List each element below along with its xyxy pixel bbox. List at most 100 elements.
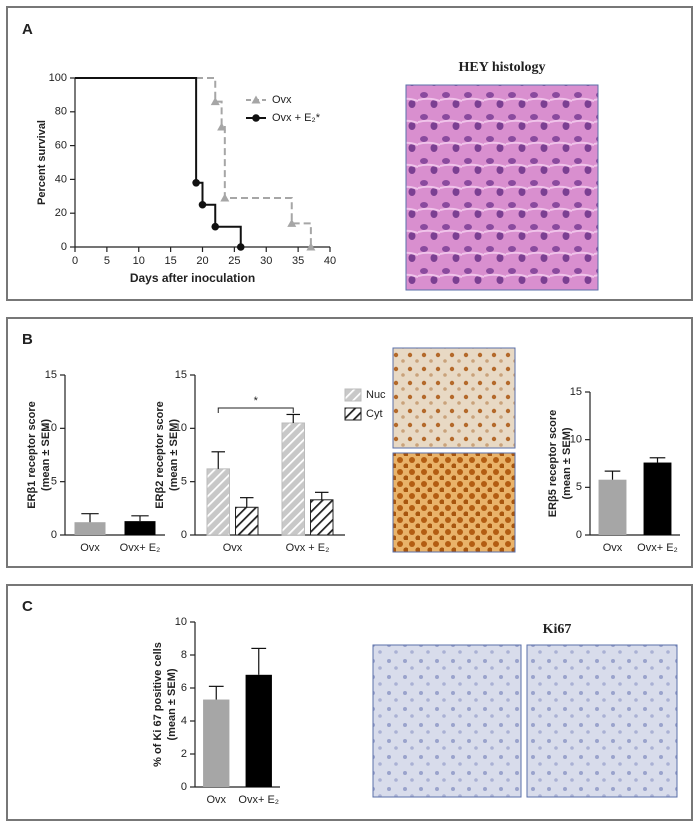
error-bar (131, 515, 149, 522)
bar (203, 699, 230, 787)
bar (206, 468, 230, 536)
panel-label: C (22, 598, 33, 615)
y-axis-label: (mean ± SEM) (166, 668, 178, 740)
y-axis-label: ERβ2 receptor score (154, 401, 166, 509)
x-tick-label: 5 (104, 255, 110, 267)
y-tick-label: 15 (45, 369, 57, 381)
y-tick-label: 15 (570, 386, 582, 398)
legend-label: Ovx (272, 94, 292, 106)
x-tick-label: 35 (292, 255, 304, 267)
error-bar (649, 457, 666, 463)
error-bar (604, 470, 621, 480)
x-tick-label: 30 (260, 255, 272, 267)
x-tick-label: 10 (133, 255, 145, 267)
panel-label: A (22, 21, 33, 38)
y-tick-label: 100 (49, 72, 67, 84)
data-point (210, 97, 220, 106)
bar (310, 499, 334, 536)
bar (235, 506, 259, 536)
y-tick-label: 40 (55, 173, 67, 185)
error-bar (251, 647, 267, 675)
x-tick-label: 25 (228, 255, 240, 267)
y-tick-label: 10 (175, 616, 187, 628)
image-title: HEY histology (459, 60, 546, 75)
y-axis-label: (mean ± SEM) (561, 427, 573, 499)
y-tick-label: 0 (576, 529, 582, 541)
bar (245, 674, 272, 787)
x-tick-label: Ovx+ E₂ (238, 794, 279, 806)
y-tick-label: 4 (181, 715, 187, 727)
y-axis-label: ERβ1 receptor score (26, 401, 38, 509)
y-tick-label: 15 (175, 369, 187, 381)
y-axis-label: (mean ± SEM) (168, 419, 180, 491)
bar (74, 522, 106, 535)
y-tick-label: 6 (181, 682, 187, 694)
data-point (220, 193, 230, 202)
legend-swatch (344, 388, 362, 402)
x-tick-label: Ovx (223, 542, 243, 554)
panel-label: B (22, 331, 33, 348)
legend-swatch (344, 407, 362, 421)
y-axis-label: (mean ± SEM) (40, 419, 52, 491)
error-bar (286, 413, 300, 423)
x-tick-label: Ovx+ E₂ (637, 542, 678, 554)
panel-frame (6, 584, 693, 821)
y-tick-label: 0 (51, 529, 57, 541)
y-tick-label: 10 (570, 434, 582, 446)
survival-line (75, 77, 312, 247)
y-tick-label: 8 (181, 649, 187, 661)
bar (281, 422, 305, 536)
data-point (306, 242, 316, 251)
bar (598, 479, 627, 535)
x-tick-label: 20 (196, 255, 208, 267)
error-bar (240, 497, 254, 508)
data-point (236, 243, 245, 251)
x-tick-label: Ovx (206, 794, 226, 806)
error-bar (208, 685, 224, 700)
error-bar (81, 513, 99, 523)
y-tick-label: 5 (181, 476, 187, 488)
x-tick-label: 40 (324, 255, 336, 267)
legend-marker (251, 95, 261, 104)
ihc-image (392, 452, 516, 553)
legend-marker (252, 114, 260, 122)
y-tick-label: 0 (181, 781, 187, 793)
y-tick-label: 60 (55, 140, 67, 152)
y-axis-label: % of Ki 67 positive cells (152, 642, 164, 767)
x-tick-label: Ovx+ E₂ (120, 542, 161, 554)
error-bar (315, 491, 329, 500)
y-tick-label: 0 (181, 529, 187, 541)
data-point (192, 178, 200, 187)
legend-label: Nuc (366, 389, 386, 401)
y-tick-label: 0 (61, 241, 67, 253)
significance-bracket (217, 407, 294, 413)
y-tick-label: 10 (45, 422, 57, 434)
ki67-image (372, 644, 522, 798)
y-axis-label: Percent survival (36, 120, 48, 205)
ki67-image (526, 644, 678, 798)
data-point (198, 200, 207, 209)
x-tick-label: 15 (165, 255, 177, 267)
panel-frame (6, 6, 693, 301)
x-tick-label: Ovx (603, 542, 623, 554)
data-point (217, 122, 227, 131)
image-title: Ki67 (543, 622, 572, 637)
legend-label: Cyt (366, 408, 383, 420)
y-tick-label: 80 (55, 106, 67, 118)
panel-frame (6, 317, 693, 568)
legend-label: Ovx + E₂* (272, 112, 321, 124)
x-tick-label: Ovx (80, 542, 100, 554)
bar (124, 521, 156, 535)
y-tick-label: 20 (55, 207, 67, 219)
y-tick-label: 10 (175, 422, 187, 434)
x-tick-label: Ovx + E₂ (286, 542, 330, 554)
data-point (211, 222, 220, 231)
x-axis-label: Days after inoculation (130, 271, 255, 285)
y-axis-label: ERβ5 receptor score (547, 410, 559, 518)
error-bar (211, 451, 225, 469)
x-tick-label: 0 (72, 255, 78, 267)
ihc-image (392, 347, 516, 449)
y-tick-label: 5 (51, 476, 57, 488)
y-tick-label: 2 (181, 748, 187, 760)
